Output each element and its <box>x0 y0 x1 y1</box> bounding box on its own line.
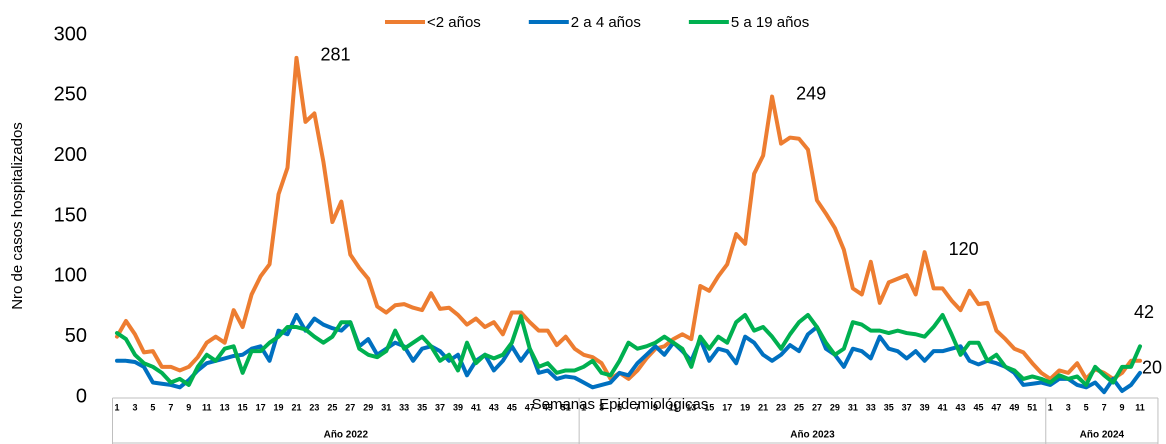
x-tick-label: 11 <box>1135 402 1145 412</box>
x-tick-label: 49 <box>543 402 553 412</box>
x-group-label: Año 2023 <box>790 430 835 441</box>
x-tick-label: 25 <box>327 402 337 412</box>
x-tick-label: 29 <box>830 402 840 412</box>
x-tick-label: 7 <box>1102 402 1107 412</box>
x-tick-label: 37 <box>902 402 912 412</box>
x-tick-label: 37 <box>435 402 445 412</box>
x-tick-label: 27 <box>345 402 355 412</box>
x-tick-label: 39 <box>453 402 463 412</box>
x-tick-label: 1 <box>1048 402 1053 412</box>
legend-label: 2 a 4 años <box>571 14 641 31</box>
x-tick-label: 47 <box>991 402 1001 412</box>
x-tick-label: 21 <box>291 402 301 412</box>
x-tick-label: 7 <box>168 402 173 412</box>
x-tick-label: 7 <box>635 402 640 412</box>
x-tick-label: 47 <box>525 402 535 412</box>
x-tick-label: 45 <box>507 402 517 412</box>
y-tick-label: 150 <box>54 204 87 226</box>
x-tick-label: 35 <box>417 402 427 412</box>
x-tick-label: 51 <box>561 402 571 412</box>
x-tick-label: 31 <box>848 402 858 412</box>
x-tick-label: 5 <box>150 402 155 412</box>
line-series <box>115 312 1142 387</box>
x-tick-label: 45 <box>973 402 983 412</box>
x-tick-label: 11 <box>202 402 212 412</box>
annotation: 20 <box>1142 358 1162 378</box>
x-tick-label: 17 <box>256 402 266 412</box>
x-tick-label: 33 <box>399 402 409 412</box>
annotation: 249 <box>796 83 826 103</box>
x-tick-label: 19 <box>740 402 750 412</box>
x-tick-label: 9 <box>1120 402 1125 412</box>
y-tick-label: 250 <box>54 84 87 106</box>
x-tick-label: 9 <box>653 402 658 412</box>
x-tick-label: 3 <box>1066 402 1071 412</box>
y-tick-label: 300 <box>54 23 87 45</box>
x-tick-label: 1 <box>581 402 586 412</box>
x-tick-label: 41 <box>471 402 481 412</box>
x-axis-label: Semanas Epidemiológicas <box>532 396 709 413</box>
x-tick-label: 25 <box>794 402 804 412</box>
x-tick-label: 43 <box>956 402 966 412</box>
x-tick-label: 5 <box>1084 402 1089 412</box>
x-tick-label: 43 <box>489 402 499 412</box>
x-tick-label: 33 <box>866 402 876 412</box>
x-tick-label: 13 <box>686 402 696 412</box>
x-tick-label: 31 <box>381 402 391 412</box>
legend-label: <2 años <box>427 14 481 31</box>
x-tick-label: 15 <box>704 402 714 412</box>
x-tick-label: 39 <box>920 402 930 412</box>
x-tick-label: 51 <box>1027 402 1037 412</box>
x-tick-label: 17 <box>722 402 732 412</box>
x-tick-label: 27 <box>812 402 822 412</box>
y-tick-label: 50 <box>65 325 87 347</box>
x-tick-label: 1 <box>114 402 119 412</box>
x-group-label: Año 2022 <box>324 430 369 441</box>
annotation: 42 <box>1134 302 1154 322</box>
x-tick-label: 23 <box>309 402 319 412</box>
x-tick-label: 13 <box>220 402 230 412</box>
x-group-label: Año 2024 <box>1080 430 1125 441</box>
y-axis-label: Nro de casos hospitalizados <box>9 122 26 310</box>
x-tick-label: 11 <box>669 402 679 412</box>
x-tick-label: 35 <box>884 402 894 412</box>
x-tick-label: 29 <box>363 402 373 412</box>
x-tick-label: 41 <box>938 402 948 412</box>
y-tick-label: 0 <box>76 385 87 407</box>
y-tick-label: 200 <box>54 144 87 166</box>
x-tick-label: 3 <box>599 402 604 412</box>
x-tick-label: 15 <box>238 402 248 412</box>
annotation: 281 <box>320 45 350 65</box>
x-tick-label: 49 <box>1009 402 1019 412</box>
legend-label: 5 a 19 años <box>731 14 809 31</box>
x-tick-label: 5 <box>617 402 622 412</box>
x-tick-label: 21 <box>758 402 768 412</box>
x-tick-label: 19 <box>274 402 284 412</box>
line-series <box>115 55 1142 381</box>
y-tick-label: 100 <box>54 265 87 287</box>
x-tick-label: 9 <box>186 402 191 412</box>
line-series <box>115 312 1142 395</box>
x-tick-label: 23 <box>776 402 786 412</box>
annotation: 120 <box>949 239 979 259</box>
x-tick-label: 3 <box>132 402 137 412</box>
